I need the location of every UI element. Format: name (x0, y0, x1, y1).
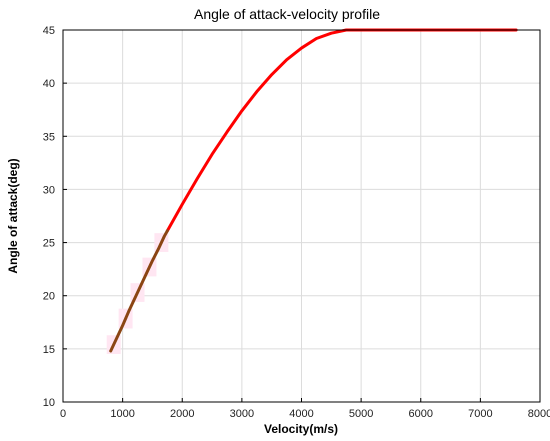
series-line-1 (165, 28, 518, 233)
x-tick-label: 6000 (409, 408, 433, 420)
series-line-0 (109, 229, 169, 353)
y-tick-label: 40 (43, 78, 55, 90)
x-tick-label: 4000 (289, 408, 313, 420)
chart-title: Angle of attack-velocity profile (194, 6, 380, 22)
grid-lines (63, 30, 540, 402)
x-axis-ticks: 0 1000 2000 3000 4000 5000 6000 7000 8000 (60, 398, 550, 420)
y-tick-label: 20 (43, 291, 55, 303)
x-tick-label: 7000 (468, 408, 492, 420)
y-axis-ticks: 10 15 20 25 30 35 40 45 (43, 25, 67, 409)
y-tick-label: 30 (43, 184, 55, 196)
y-tick-label: 15 (43, 344, 55, 356)
y-tick-label: 35 (43, 131, 55, 143)
x-axis-label: Velocity(m/s) (264, 422, 338, 436)
x-tick-label: 2000 (170, 408, 194, 420)
y-tick-label: 45 (43, 25, 55, 37)
series-layer (109, 28, 518, 353)
x-tick-label: 8000 (528, 408, 550, 420)
y-tick-label: 25 (43, 238, 55, 250)
x-tick-label: 3000 (230, 408, 254, 420)
x-tick-label: 5000 (349, 408, 373, 420)
y-tick-label: 10 (43, 397, 55, 409)
y-axis-label: Angle of attack(deg) (6, 158, 20, 273)
x-tick-label: 1000 (110, 408, 134, 420)
x-tick-label: 0 (60, 408, 66, 420)
